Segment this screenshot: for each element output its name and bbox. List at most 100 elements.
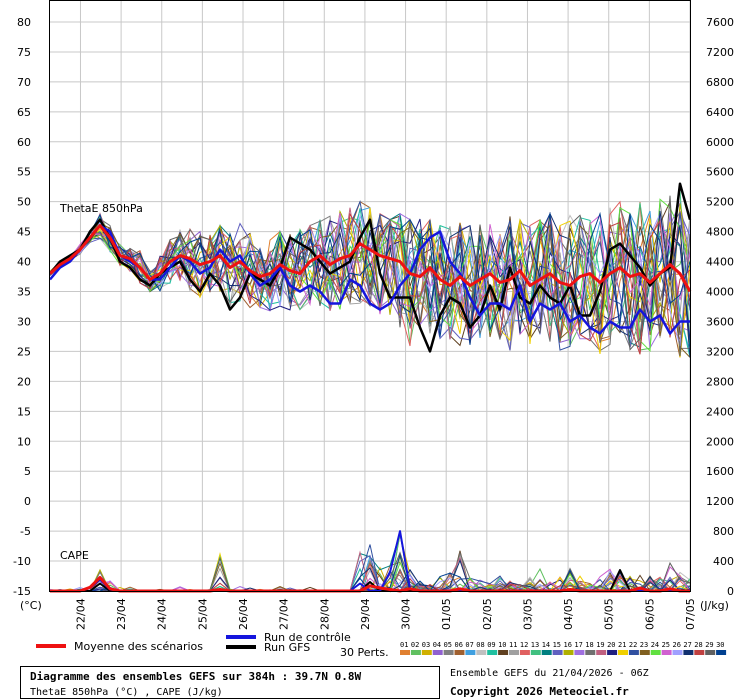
thetae-perturbation-line (49, 221, 691, 358)
x-tick-label: 30/04 (400, 598, 413, 630)
pert-legend-id: 25 (662, 641, 670, 649)
left-tick-label: 55 (17, 166, 31, 179)
pert-legend-id: 08 (476, 641, 484, 649)
x-tick-label: 03/05 (521, 598, 534, 630)
chart-series (48, 182, 692, 593)
pert-legend-swatch (639, 650, 650, 655)
right-tick-label: 3200 (706, 345, 734, 358)
x-tick-label: 25/04 (196, 598, 209, 630)
pert-legend-id: 01 (400, 641, 408, 649)
pert-legend-swatch (574, 650, 585, 655)
pert-legend-swatch (465, 650, 476, 655)
left-tick-label: 25 (17, 345, 31, 358)
left-tick-label: 10 (17, 435, 31, 448)
x-tick-label: 24/04 (156, 598, 169, 630)
footer-box (20, 666, 440, 699)
x-tick-label: 22/04 (74, 598, 87, 630)
left-tick-label: 35 (17, 286, 31, 299)
left-tick-label: 70 (17, 76, 31, 89)
pert-legend-id: 06 (455, 641, 463, 649)
left-tick-label: -5 (20, 525, 31, 538)
run-info: Ensemble GEFS du 21/04/2026 - 06Z (450, 668, 649, 679)
right-tick-label: 0 (727, 585, 734, 598)
pert-legend-id: 04 (433, 641, 441, 649)
cape-gfs-line (50, 569, 690, 592)
pert-legend-swatch (694, 650, 705, 655)
thetae-perturbation-line (49, 213, 691, 338)
thetae-mean-line (48, 224, 692, 293)
pert-legend-id: 09 (487, 641, 495, 649)
pert-legend-swatch (476, 650, 487, 655)
x-tick-label: 07/05 (684, 598, 697, 630)
pert-legend-id: 15 (553, 641, 561, 649)
footer-title: Diagramme des ensembles GEFS sur 384h : … (30, 670, 362, 683)
right-tick-label: 7600 (706, 16, 734, 29)
left-tick-label: 50 (17, 196, 31, 209)
pert-legend-swatch (443, 650, 454, 655)
thetae-control-line (49, 224, 690, 335)
legend-perts-label: 30 Perts. (340, 646, 389, 659)
pert-legend-id: 12 (520, 641, 528, 649)
pert-legend-id: 28 (694, 641, 702, 649)
legend-gfs-label: Run GFS (264, 641, 310, 654)
cape-panel-label: CAPE (60, 549, 89, 562)
right-tick-label: 6000 (706, 136, 734, 149)
right-tick-label: 400 (713, 555, 734, 568)
right-tick-label: 5600 (706, 166, 734, 179)
x-tick-label: 27/04 (278, 598, 291, 630)
x-tick-label: 26/04 (237, 598, 250, 630)
pert-legend-id: 24 (651, 641, 659, 649)
pert-legend-swatch (509, 650, 519, 655)
legend: Moyenne des scénarios Run de contrôle Ru… (36, 631, 727, 659)
pert-legend-swatch (410, 650, 421, 655)
pert-legend-swatch (618, 650, 628, 655)
pert-legend-id: 14 (542, 641, 550, 649)
right-tick-label: 2400 (706, 405, 734, 418)
pert-legend-swatch (705, 650, 716, 655)
pert-legend-id: 22 (629, 641, 637, 649)
pert-legend-id: 20 (607, 641, 615, 649)
footer-subtitle: ThetaE 850hPa (°C) , CAPE (J/kg) (30, 687, 223, 698)
pert-legend-id: 17 (574, 641, 582, 649)
left-tick-label: 0 (24, 495, 31, 508)
thetae-panel-label: ThetaE 850hPa (59, 202, 143, 215)
legend-control-label: Run de contrôle (264, 631, 351, 644)
x-tick-label: 04/05 (562, 598, 575, 630)
pert-legend-id: 05 (444, 641, 452, 649)
pert-legend-swatch (628, 650, 639, 655)
pert-legend-id: 10 (498, 641, 506, 649)
plot-frame (49, 0, 691, 592)
thetae-perturbation-line (49, 212, 691, 355)
chart-grid (50, 0, 691, 592)
pert-legend-swatch (454, 650, 465, 655)
left-tick-label: -15 (13, 585, 31, 598)
pert-legend-swatch (487, 650, 498, 655)
thetae-gfs-line (49, 182, 692, 353)
pert-legend-id: 13 (531, 641, 539, 649)
pert-legend-id: 03 (422, 641, 430, 649)
pert-legend-swatch (498, 650, 509, 655)
x-axis-ticks: 22/04 23/04 24/04 25/04 26/04 27/04 28/04 29/04… (74, 598, 697, 630)
thetae-perturbation-line (49, 199, 691, 351)
x-tick-label: 06/05 (643, 598, 656, 630)
pert-legend-id: 26 (673, 641, 681, 649)
right-tick-label: 4800 (706, 226, 734, 239)
x-tick-label: 05/05 (603, 598, 616, 630)
pert-legend-id: 29 (705, 641, 713, 649)
pert-legend-swatch (519, 650, 530, 655)
pert-legend-swatch (421, 650, 432, 655)
left-tick-label: 40 (17, 256, 31, 269)
thetae-perturbation-line (49, 195, 691, 356)
left-tick-label: 30 (17, 315, 31, 328)
right-tick-label: 800 (713, 525, 734, 538)
left-tick-label: 15 (17, 405, 31, 418)
pert-legend-swatch (596, 650, 607, 655)
left-tick-label: 65 (17, 106, 31, 119)
pert-legend-id: 27 (683, 641, 691, 649)
pert-legend-id: 23 (640, 641, 648, 649)
pert-legend: 01 02 03 04 05 06 07 08 09 10 11 12 13 14 15 16 17 18 19 20… (400, 641, 727, 655)
right-tick-label: 2000 (706, 435, 734, 448)
pert-legend-swatch (661, 650, 672, 655)
